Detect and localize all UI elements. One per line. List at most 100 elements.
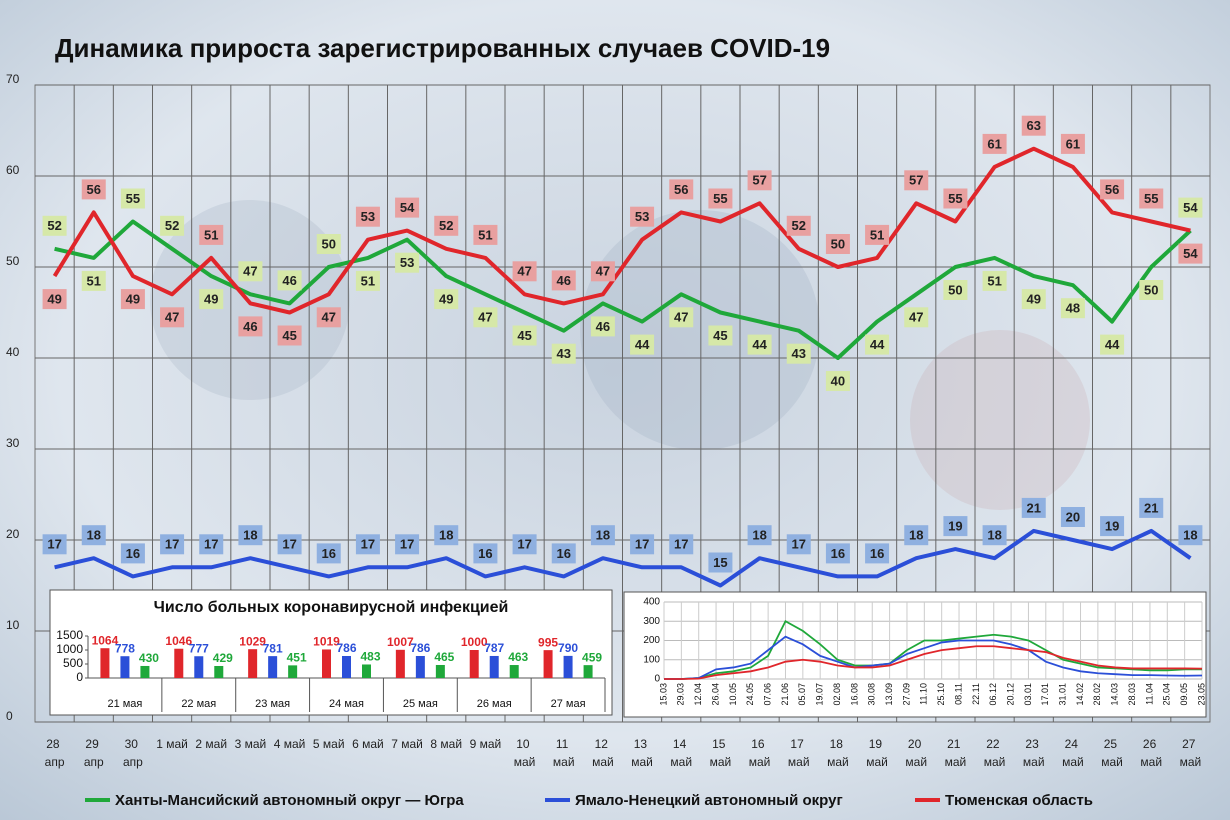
data-label: 55 <box>126 191 140 206</box>
data-label: 451 <box>287 651 307 665</box>
label-box <box>81 270 106 291</box>
y-tick-label: 60 <box>6 163 20 177</box>
data-label: 44 <box>870 337 885 352</box>
data-label: 49 <box>204 292 218 307</box>
bar <box>435 664 445 678</box>
data-label: 21 <box>1144 500 1158 515</box>
label-box <box>1100 334 1125 355</box>
data-label: 51 <box>478 227 492 242</box>
x-tick-label: 22.11 <box>971 683 981 705</box>
label-box <box>434 215 459 236</box>
data-label: 53 <box>400 255 414 270</box>
data-label: 18 <box>596 528 610 543</box>
data-label: 47 <box>478 310 492 325</box>
label-box <box>825 234 850 254</box>
y-tick-label: 200 <box>643 635 660 646</box>
data-label: 786 <box>410 641 430 655</box>
bar <box>469 650 479 678</box>
x-tick-label: 16 май <box>749 737 771 769</box>
x-tick-label: 07.06 <box>763 683 773 706</box>
data-label: 17 <box>204 537 218 552</box>
data-label: 51 <box>987 273 1001 288</box>
x-tick-label: 20 май <box>905 737 927 769</box>
x-tick-label: 12 май <box>592 737 614 769</box>
x-tick-label: 24 май <box>1062 737 1084 769</box>
label-box <box>512 261 537 282</box>
data-label: 49 <box>439 292 453 307</box>
x-tick-label: 31.01 <box>1058 683 1068 706</box>
y-tick-label: 1500 <box>56 628 83 642</box>
label-box <box>630 334 655 355</box>
series-line <box>664 620 1202 680</box>
data-label: 18 <box>987 528 1001 543</box>
x-tick-label: 6 май <box>352 737 384 751</box>
x-tick-label: 28.03 <box>1127 683 1137 706</box>
bar <box>322 649 331 678</box>
data-label: 16 <box>557 546 571 561</box>
bar <box>194 656 204 678</box>
x-tick-label: 29.03 <box>676 683 686 706</box>
label-box <box>1021 115 1046 136</box>
data-label: 61 <box>987 136 1001 151</box>
label-box <box>943 280 968 300</box>
data-label: 17 <box>165 537 179 552</box>
bar <box>342 655 351 678</box>
data-label: 18 <box>243 528 257 543</box>
data-label: 50 <box>831 236 845 251</box>
label-box <box>1060 298 1085 319</box>
x-tick-label: 21 май <box>945 737 967 769</box>
label-box <box>199 289 224 310</box>
bar <box>140 665 150 678</box>
data-label: 52 <box>439 218 453 233</box>
label-box <box>160 215 185 236</box>
y-tick-label: 50 <box>6 254 20 268</box>
y-tick-label: 300 <box>643 616 660 627</box>
data-label: 49 <box>1027 292 1041 307</box>
y-tick-label: 0 <box>654 674 660 685</box>
x-tick-label: 7 май <box>391 737 423 751</box>
data-label: 52 <box>47 218 61 233</box>
label-box <box>512 325 537 346</box>
data-label: 50 <box>948 282 962 297</box>
label-box <box>1139 188 1164 209</box>
y-tick-label: 1000 <box>56 642 83 656</box>
data-label: 48 <box>1066 301 1080 316</box>
label-box <box>747 525 772 546</box>
x-tick-label: 20.12 <box>1005 683 1015 706</box>
x-tick-label: 06.12 <box>988 683 998 706</box>
label-box <box>1139 280 1164 300</box>
data-label: 54 <box>1183 200 1198 215</box>
label-box <box>904 307 929 328</box>
bar <box>563 655 573 678</box>
data-label: 56 <box>674 182 688 197</box>
data-label: 47 <box>596 264 610 279</box>
series-line <box>664 645 1203 680</box>
data-label: 18 <box>1183 528 1197 543</box>
inset-panel <box>623 591 1207 718</box>
label-box <box>355 270 380 291</box>
data-label: 44 <box>752 337 767 352</box>
chart-title: Динамика прироста зарегистрированных слу… <box>55 33 830 63</box>
x-tick-label: 13.09 <box>884 683 894 706</box>
data-label: 63 <box>1027 118 1041 133</box>
y-tick-label: 100 <box>643 654 660 665</box>
label-box <box>1139 497 1164 518</box>
label-box <box>81 525 106 546</box>
data-label: 15 <box>713 555 727 570</box>
data-label: 778 <box>115 641 135 655</box>
label-box <box>669 179 694 200</box>
bar <box>509 665 519 678</box>
bar <box>489 655 499 678</box>
data-label: 46 <box>557 273 571 288</box>
data-label: 51 <box>870 227 884 242</box>
x-tick-label: 25 май <box>1101 737 1123 769</box>
label-box <box>42 215 67 236</box>
x-tick-label: 14 май <box>670 737 692 769</box>
data-label: 17 <box>792 537 806 552</box>
inset-line-chart: 0 100 200 300 400 15.03 29.03 12.04 26.04 10.05 24… <box>643 597 1206 706</box>
data-label: 18 <box>439 528 453 543</box>
x-tick-label: 30 апр <box>123 737 143 769</box>
